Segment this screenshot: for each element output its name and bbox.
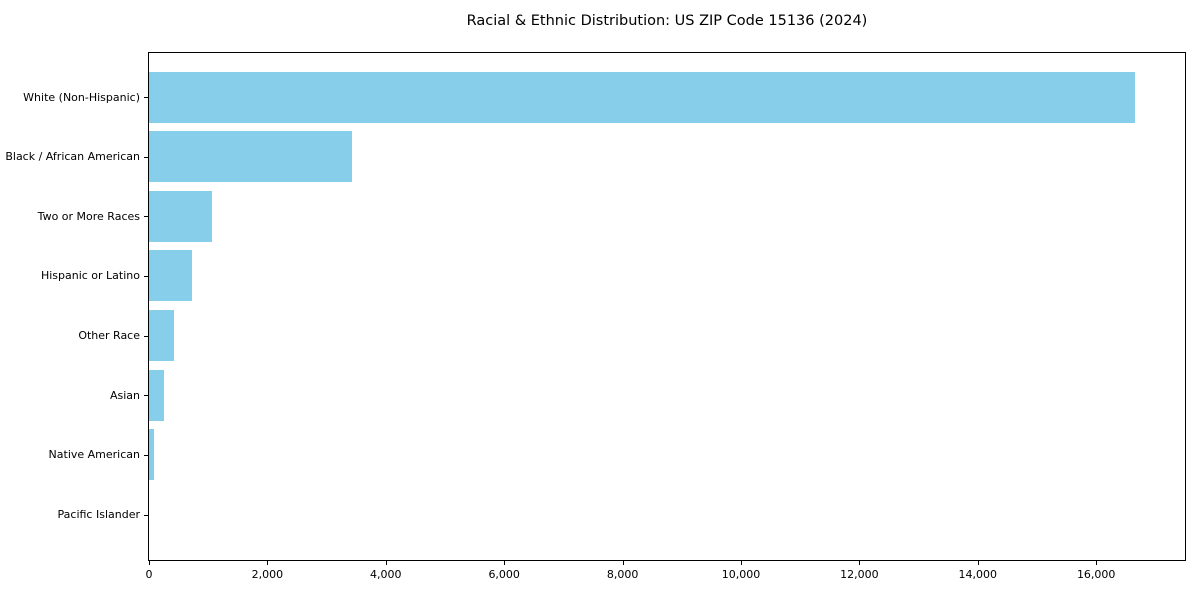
x-tick-label: 10,000 — [721, 568, 761, 581]
y-tick-label: Two or More Races — [37, 209, 140, 223]
y-tick-mark — [144, 97, 148, 98]
x-tick-mark — [385, 561, 387, 565]
y-tick-mark — [144, 275, 148, 277]
y-tick-mark — [144, 395, 148, 397]
bar-two-or-more-races — [149, 190, 212, 242]
chart-title: Racial & Ethnic Distribution: US ZIP Cod… — [466, 13, 868, 29]
y-tick-mark — [144, 335, 148, 337]
x-tick-mark — [977, 561, 979, 565]
y-tick-mark — [144, 514, 148, 516]
plot-area — [148, 52, 1186, 561]
y-tick-label: Hispanic or Latino — [40, 269, 140, 283]
x-tick-label: 6,000 — [488, 568, 520, 581]
x-tick-label: 12,000 — [840, 568, 879, 581]
y-tick-label: Other Race — [78, 329, 140, 343]
x-tick-mark — [267, 561, 269, 565]
bar-black-african-american — [149, 131, 352, 183]
y-tick-mark — [144, 216, 148, 218]
y-tick-label: Asian — [109, 388, 140, 402]
x-tick-mark — [741, 561, 742, 565]
bar-native-american — [149, 429, 154, 481]
bar-other-race — [149, 310, 174, 362]
x-tick-mark — [504, 561, 506, 565]
bar-hispanic-or-latino — [149, 250, 192, 302]
x-tick-mark — [859, 561, 861, 565]
bar-asian — [149, 369, 164, 421]
y-tick-label: Pacific Islander — [57, 508, 140, 522]
x-tick-label: 2,000 — [251, 568, 284, 581]
y-tick-label: Black / African American — [5, 150, 140, 164]
x-tick-label: 16,000 — [1076, 568, 1116, 581]
x-tick-mark — [622, 561, 624, 565]
x-tick-label: 4,000 — [370, 568, 402, 581]
bar-white-non-hispanic — [149, 71, 1135, 123]
x-tick-label: 0 — [145, 568, 153, 581]
y-tick-mark — [144, 454, 148, 456]
x-tick-mark — [1096, 561, 1098, 565]
x-tick-label: 8,000 — [606, 568, 639, 581]
y-tick-label: Native American — [48, 448, 140, 462]
y-tick-label: White (Non-Hispanic) — [23, 90, 140, 104]
x-tick-label: 14,000 — [958, 568, 998, 581]
y-tick-mark — [144, 156, 148, 158]
x-tick-mark — [149, 561, 150, 565]
